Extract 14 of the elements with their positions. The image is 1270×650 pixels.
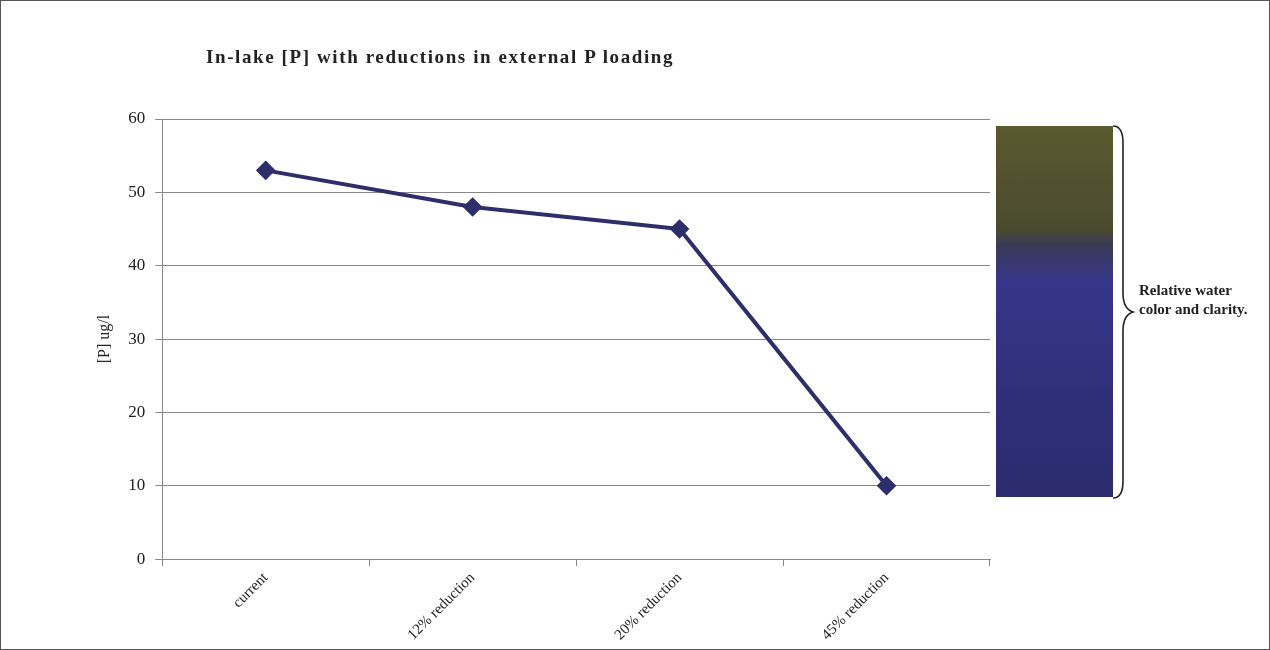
y-tick-label: 20 (128, 401, 146, 421)
y-tick-label: 30 (128, 328, 146, 348)
y-tick-label: 10 (128, 475, 146, 495)
y-tick-label: 60 (128, 108, 146, 128)
y-axis-title: [P] ug/l (94, 314, 113, 364)
point (877, 476, 896, 495)
point (463, 198, 482, 217)
y-tick-label: 40 (128, 255, 146, 275)
chart-title: In-lake [P] with reductions in external P loading (206, 46, 675, 68)
point (256, 161, 275, 180)
y-tick-label: 50 (128, 181, 146, 201)
y-tick-label: 0 (136, 548, 146, 568)
text: Relative water color and clarity. (1139, 281, 1249, 319)
point (670, 220, 689, 239)
